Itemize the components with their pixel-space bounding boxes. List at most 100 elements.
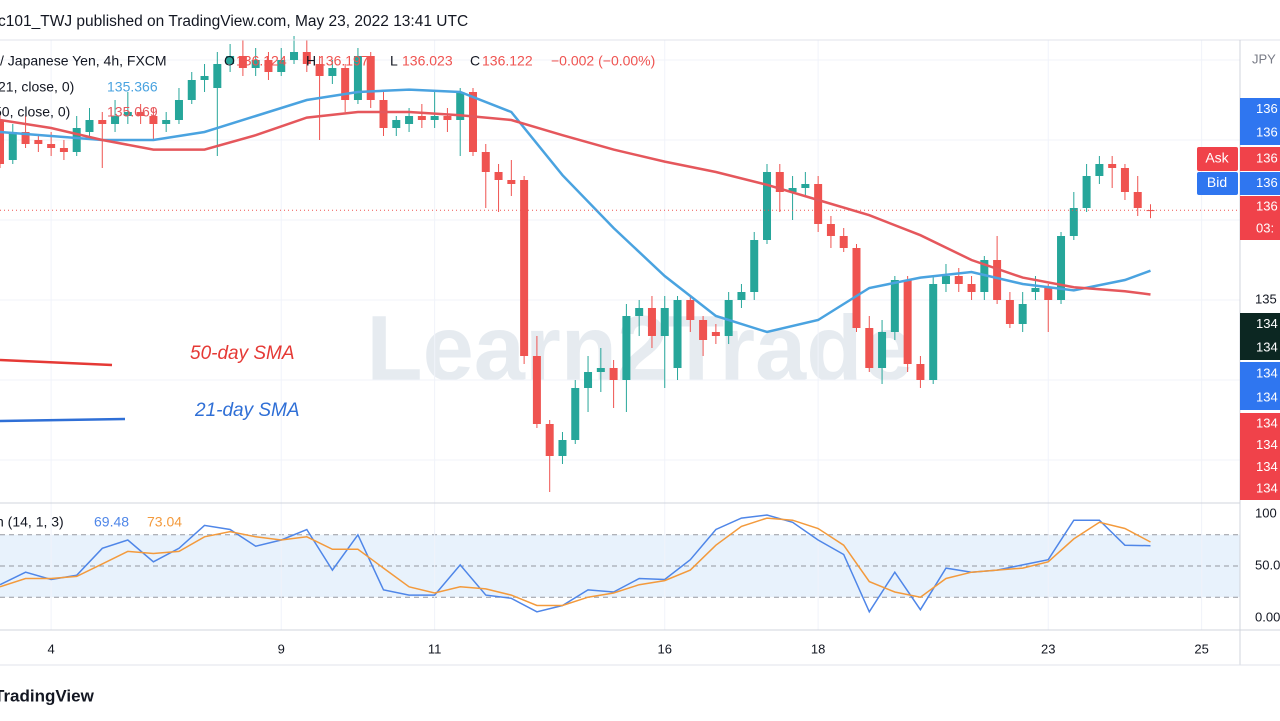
price-tag-label: 134 (1256, 316, 1278, 331)
candle-body (622, 316, 631, 380)
price-tag (1240, 172, 1280, 195)
ohlc-value: 136.122 (482, 53, 533, 69)
candle-body (1108, 164, 1117, 168)
candle-body (878, 332, 887, 368)
candle-body (315, 64, 324, 76)
candle-body (430, 116, 439, 120)
ohlc-value: 136.023 (402, 53, 453, 69)
candle-body (149, 116, 158, 124)
y-tick-label: 0.00 (1255, 609, 1280, 624)
candle-body (47, 144, 56, 148)
candle-body (890, 280, 899, 332)
candle-body (111, 116, 120, 124)
price-tag-label: 136 (1256, 150, 1278, 165)
stoch-legend: n (14, 1, 3) (0, 514, 64, 530)
sma-legend-value: 135.069 (107, 104, 158, 120)
candle-body (187, 80, 196, 100)
candle-body (456, 92, 465, 120)
candle-body (226, 56, 235, 64)
price-tag-label: 136 (1256, 175, 1278, 190)
price-tag-label: 134 (1256, 437, 1278, 452)
candle-body (353, 56, 362, 100)
x-tick-label: 25 (1194, 641, 1208, 656)
price-tag-label: 03: (1256, 220, 1274, 235)
candle-body (1044, 288, 1053, 300)
candle-body (558, 440, 567, 456)
y-tick-label: 50.0 (1255, 557, 1280, 572)
annotation: 50-day SMA (190, 343, 295, 364)
price-tag-side (1197, 147, 1238, 171)
candle-body (596, 368, 605, 372)
x-tick-label: 9 (278, 641, 285, 656)
candle-body (929, 284, 938, 380)
candle-body (1057, 236, 1066, 300)
candle-body (1082, 176, 1091, 208)
candle-body (1120, 168, 1129, 192)
ohlc-letter: C (470, 53, 480, 69)
candle-body (277, 60, 286, 72)
candle-body (59, 148, 68, 152)
candle-body (954, 276, 963, 284)
candle-body (366, 56, 375, 100)
candle-body (290, 52, 299, 60)
candle-body (571, 388, 580, 440)
candle-body (34, 140, 43, 144)
price-tag-label: 136 (1256, 101, 1278, 116)
candle-body (520, 180, 529, 356)
change: −0.002 (−0.00%) (551, 53, 655, 69)
candle-body (481, 152, 490, 172)
x-tick-label: 11 (428, 641, 442, 656)
candle-body (302, 52, 311, 64)
candle-body (136, 112, 145, 116)
annotation-line (0, 417, 126, 423)
price-tag-label: 136 (1256, 198, 1278, 213)
candle-body (379, 100, 388, 128)
candle-body (852, 248, 861, 328)
header: c101_TWJ published on TradingView.com, M… (0, 13, 468, 30)
candle-body (341, 68, 350, 100)
annotation: 21-day SMA (194, 400, 300, 421)
currency: JPY (1252, 51, 1276, 66)
sma-line (0, 110, 1151, 296)
candle-body (750, 240, 759, 292)
y-tick-label: 135 (1255, 291, 1277, 306)
candle-body (0, 120, 4, 164)
candle-body (826, 224, 835, 236)
sma-line (0, 88, 1151, 334)
candle-body (1133, 192, 1142, 208)
price-tag-label: 134 (1256, 365, 1278, 380)
ohlc-value: 136.197 (318, 53, 369, 69)
candle-body (328, 68, 337, 76)
candle-body (724, 300, 733, 336)
candle-body (801, 184, 810, 188)
price-tag-label: 134 (1256, 415, 1278, 430)
candle-body (494, 172, 503, 180)
price-tag (1240, 362, 1280, 410)
annotation-line (0, 358, 113, 367)
price-tag (1240, 147, 1280, 171)
plot-area: Learn2Trade (0, 36, 1240, 630)
candle-body (468, 92, 477, 152)
candle-body (238, 56, 247, 68)
candle-body (417, 116, 426, 120)
stoch-legend-value: 69.48 (94, 514, 129, 530)
x-tick-label: 18 (811, 641, 825, 656)
candle-body (251, 60, 260, 68)
overlay: c101_TWJ published on TradingView.com, M… (0, 13, 1280, 705)
candle-body (162, 120, 171, 124)
candle-body (737, 292, 746, 300)
ohlc-letter: H (306, 53, 316, 69)
candle-body (1031, 288, 1040, 292)
candle-body (98, 120, 107, 124)
stoch-legend-value: 73.04 (147, 514, 182, 530)
candle-body (609, 368, 618, 380)
price-tag (1240, 313, 1280, 360)
x-tick-label: 4 (48, 641, 55, 656)
candle-body (673, 300, 682, 368)
candle-body (993, 260, 1002, 300)
x-tick-label: 16 (658, 641, 672, 656)
x-tick-label: 23 (1041, 641, 1055, 656)
stoch-line (0, 514, 1151, 614)
